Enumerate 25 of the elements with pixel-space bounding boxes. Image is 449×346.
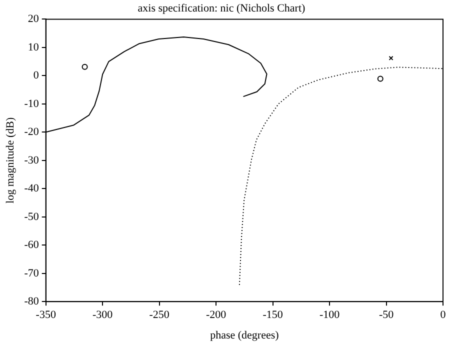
x-tick-label: -250 xyxy=(149,309,170,322)
x-tick-label: -200 xyxy=(206,309,227,322)
y-tick-label: 10 xyxy=(28,41,40,54)
y-tick-label: 0 xyxy=(33,70,40,82)
x-tick-label: -150 xyxy=(262,309,284,322)
y-tick-label: -50 xyxy=(24,210,40,223)
x-tick-label: -350 xyxy=(36,309,56,322)
y-tick-label: -20 xyxy=(24,126,40,138)
y-tick-label: -70 xyxy=(24,267,40,280)
y-tick-label: -80 xyxy=(24,295,40,308)
y-tick-label: -40 xyxy=(24,182,40,195)
x-tick-label: -50 xyxy=(378,309,394,322)
y-tick-label: -30 xyxy=(24,154,40,166)
y-tick-label: 20 xyxy=(28,13,40,26)
chart-title: axis specification: nic (Nichols Chart) xyxy=(138,2,306,14)
x-tick-label: 0 xyxy=(440,309,446,322)
x-tick-label: -300 xyxy=(92,309,114,322)
x-axis-title: phase (degrees) xyxy=(210,329,280,342)
point xyxy=(388,56,394,60)
y-tick-label: -60 xyxy=(24,239,40,252)
y-axis-title: log magnitude (dB) xyxy=(4,116,16,204)
y-tick-label: -10 xyxy=(24,98,40,110)
point xyxy=(377,76,384,82)
x-tick-label: -100 xyxy=(319,309,340,322)
point xyxy=(82,64,88,70)
